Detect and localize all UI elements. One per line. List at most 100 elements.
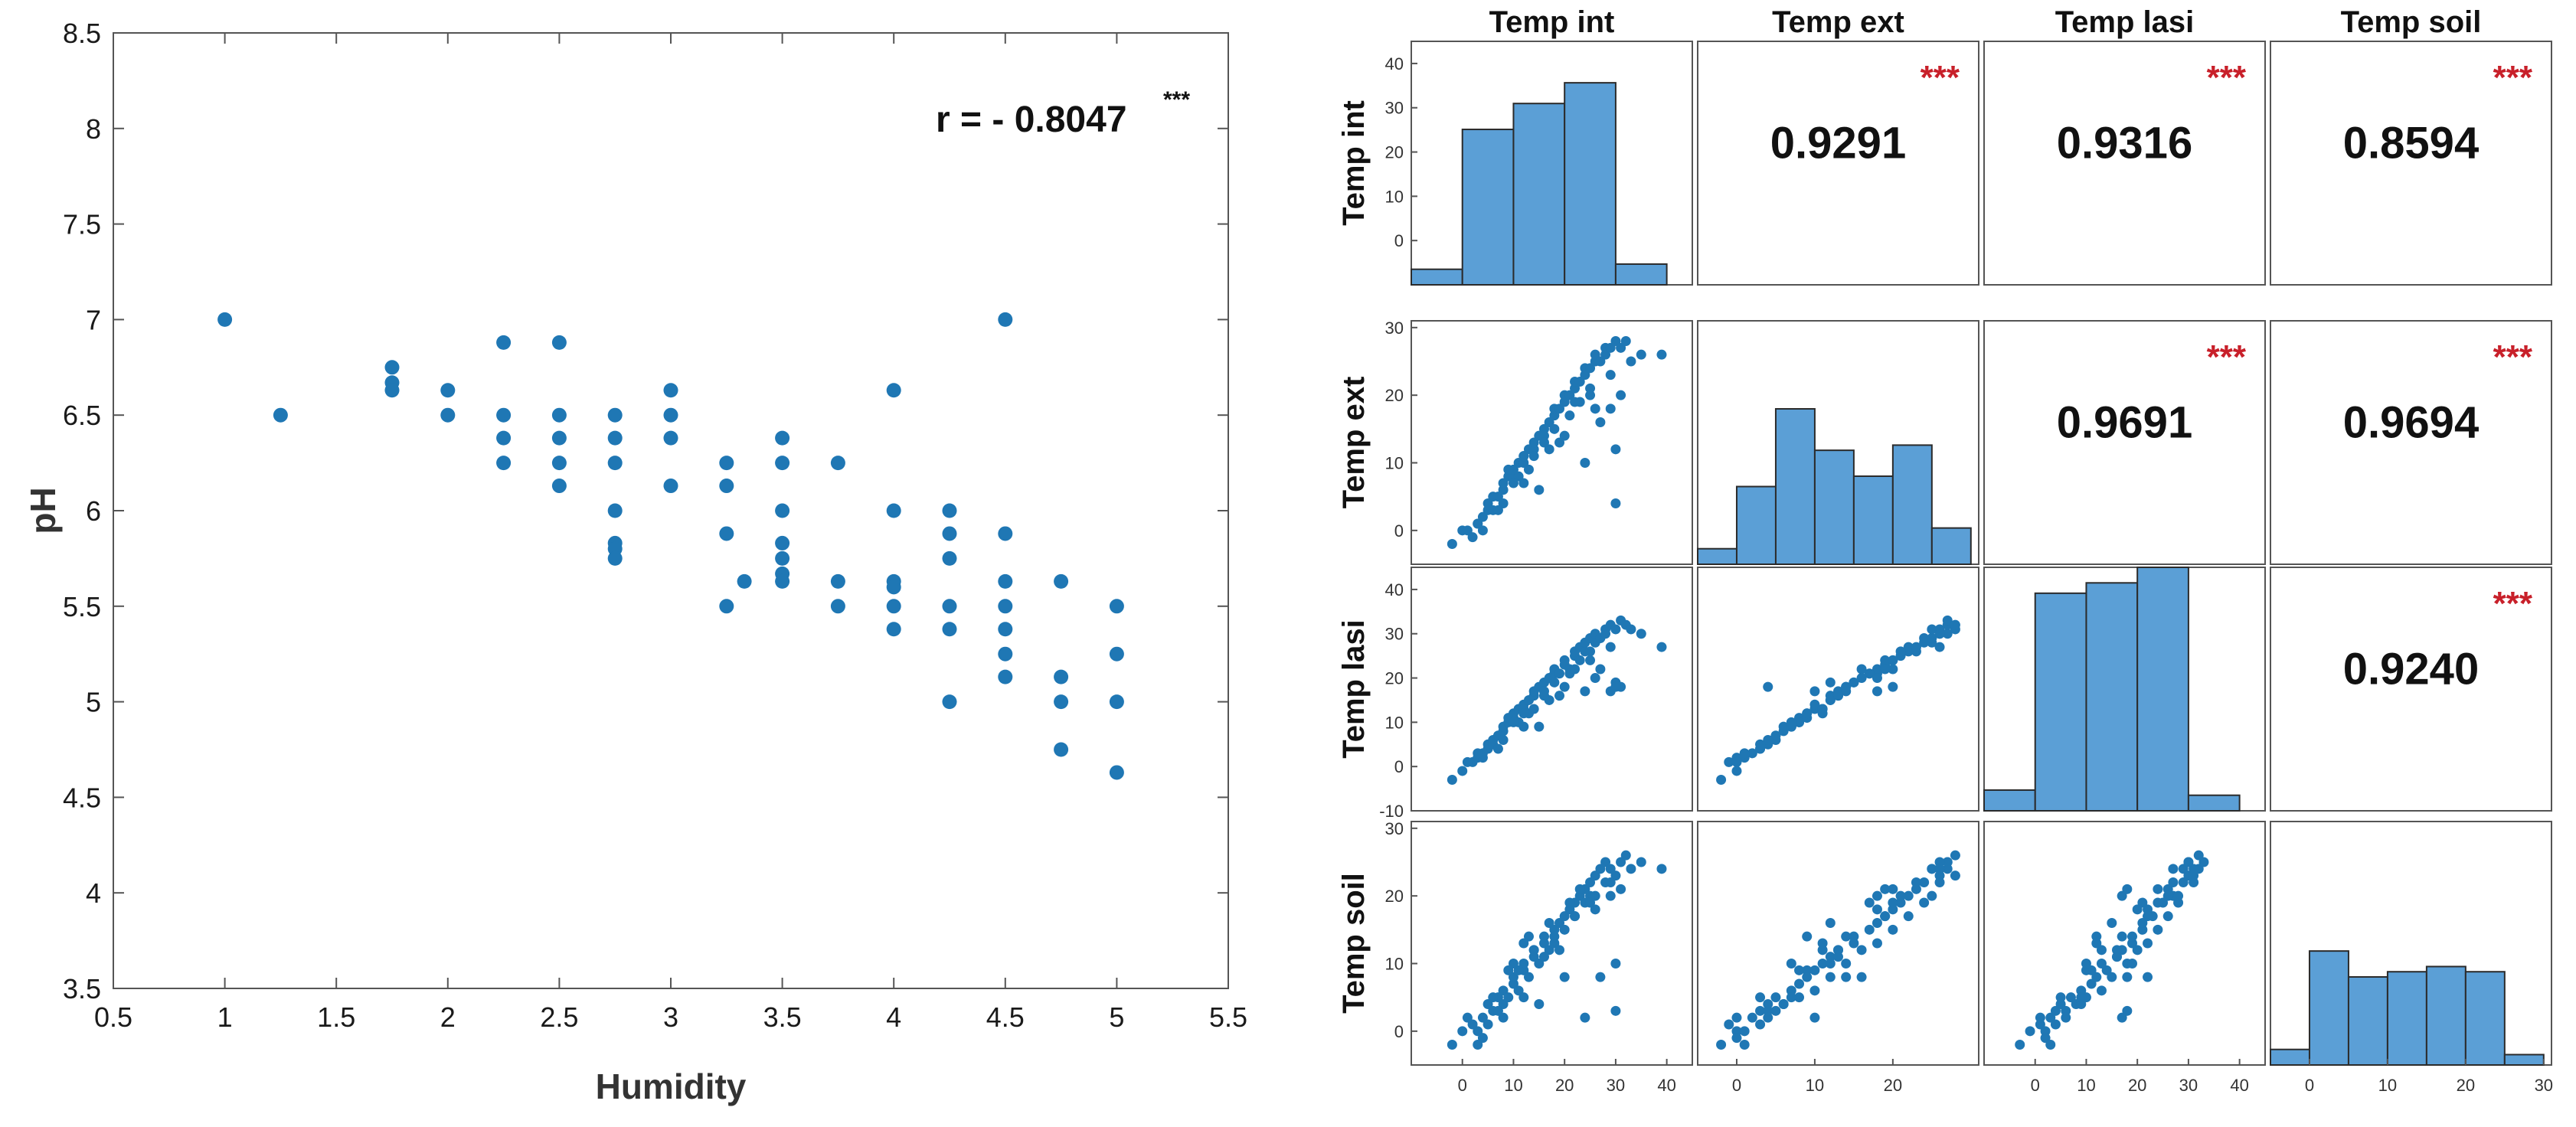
matrix-point — [1895, 646, 1906, 657]
matrix-point — [1763, 681, 1773, 692]
matrix-point — [2168, 877, 2179, 887]
matrix-point — [1950, 850, 1960, 861]
matrix-point — [1605, 864, 1616, 874]
matrix-point — [2183, 857, 2194, 867]
matrix-point — [1473, 1040, 1483, 1050]
data-point — [1109, 765, 1124, 780]
matrix-point — [1513, 965, 1524, 975]
scatter-axis-ticks: 0.5 1 1.5 2 2.5 3 3.5 4 4.5 5 5.5 3.5 4 4.5 5 5.5 6 6.5 7 7… — [63, 18, 1247, 1033]
matrix-point — [1919, 633, 1930, 644]
matrix-point — [1716, 1040, 1727, 1050]
matrix-point — [1544, 444, 1554, 455]
x-tick-label: 3 — [663, 1001, 678, 1033]
col-tick-label: 0 — [1732, 1076, 1741, 1095]
matrix-point — [2091, 938, 2102, 949]
matrix-point — [1794, 717, 1805, 727]
matrix-point — [1585, 390, 1596, 400]
cell-frame — [2270, 320, 2552, 565]
matrix-point — [1554, 945, 1565, 956]
matrix-point — [1473, 1026, 1483, 1037]
matrix-point — [1747, 1012, 1757, 1023]
matrix-point — [1528, 437, 1539, 448]
matrix-point — [1518, 938, 1529, 949]
matrix-point — [2096, 985, 2107, 996]
data-point — [607, 503, 623, 518]
matrix-point — [1503, 992, 1514, 1003]
col-tick-label: 10 — [1806, 1076, 1824, 1095]
matrix-point — [2122, 1005, 2133, 1016]
matrix-point — [1605, 877, 1616, 887]
matrix-point — [1755, 1019, 1766, 1030]
data-point — [663, 407, 678, 423]
matrix-point — [1513, 985, 1524, 996]
col-tick-label: 30 — [1607, 1076, 1625, 1095]
matrix-point — [1590, 673, 1600, 684]
cell-frame — [1697, 41, 1979, 286]
matrix-point — [1528, 451, 1539, 462]
matrix-point — [1498, 985, 1509, 996]
row-tick-label: 0 — [1394, 1022, 1404, 1041]
matrix-point — [1447, 775, 1457, 786]
matrix-point — [2050, 1019, 2061, 1030]
matrix-point — [1473, 748, 1483, 759]
matrix-point — [1880, 884, 1891, 894]
matrix-point — [2143, 972, 2153, 982]
matrix-point — [1559, 924, 1570, 935]
histogram-bar — [2425, 965, 2466, 1066]
row-header: Temp int — [1337, 100, 1371, 226]
matrix-point — [1492, 492, 1503, 502]
matrix-point — [1610, 444, 1621, 455]
matrix-point — [2091, 972, 2102, 982]
data-point — [942, 622, 957, 637]
matrix-point — [1508, 478, 1518, 488]
matrix-point — [1483, 1019, 1493, 1030]
histogram-bar — [1564, 82, 1617, 286]
col-tick-label: 30 — [2179, 1076, 2198, 1095]
matrix-point — [1927, 624, 1937, 635]
matrix-point — [1825, 918, 1836, 928]
matrix-point — [1794, 978, 1805, 989]
matrix-point — [1585, 363, 1596, 374]
matrix-point — [2107, 972, 2117, 982]
matrix-point — [1585, 646, 1596, 657]
data-point — [719, 479, 734, 494]
data-point — [607, 456, 623, 471]
matrix-point — [2040, 1033, 2051, 1044]
matrix-point — [1595, 356, 1606, 367]
matrix-point — [1620, 850, 1631, 861]
matrix-point — [1636, 629, 1646, 639]
data-point — [551, 430, 567, 446]
matrix-point — [1610, 681, 1621, 692]
y-tick-label: 6 — [86, 495, 101, 527]
matrix-point — [1590, 349, 1600, 360]
data-point — [273, 407, 288, 423]
data-point — [775, 573, 790, 589]
y-tick-label: 8.5 — [63, 18, 101, 49]
matrix-point — [1477, 1033, 1488, 1044]
matrix-point — [1590, 871, 1600, 881]
data-point — [830, 599, 845, 614]
matrix-point — [1570, 911, 1581, 922]
data-point — [663, 479, 678, 494]
matrix-point — [1600, 857, 1611, 867]
col-tick-label: 10 — [2378, 1076, 2397, 1095]
histogram-bar — [2386, 971, 2427, 1066]
matrix-point — [1610, 1005, 1621, 1016]
row-tick-label: 0 — [1394, 231, 1404, 250]
data-point — [1054, 573, 1069, 589]
matrix-point — [1477, 525, 1488, 536]
data-point — [551, 335, 567, 350]
matrix-point — [1903, 911, 1914, 922]
matrix-point — [1462, 1012, 1473, 1023]
matrix-point — [1817, 938, 1828, 949]
matrix-point — [1739, 748, 1750, 759]
matrix-point — [1492, 1005, 1503, 1016]
matrix-point — [1656, 864, 1667, 874]
x-tick-label: 4 — [886, 1001, 901, 1033]
correlation-value: 0.9694 — [2343, 398, 2479, 448]
matrix-cell-r2-c2 — [1983, 567, 2266, 812]
data-point — [998, 526, 1013, 541]
matrix-point — [1544, 417, 1554, 427]
matrix-point — [1872, 890, 1882, 901]
data-point — [440, 407, 456, 423]
